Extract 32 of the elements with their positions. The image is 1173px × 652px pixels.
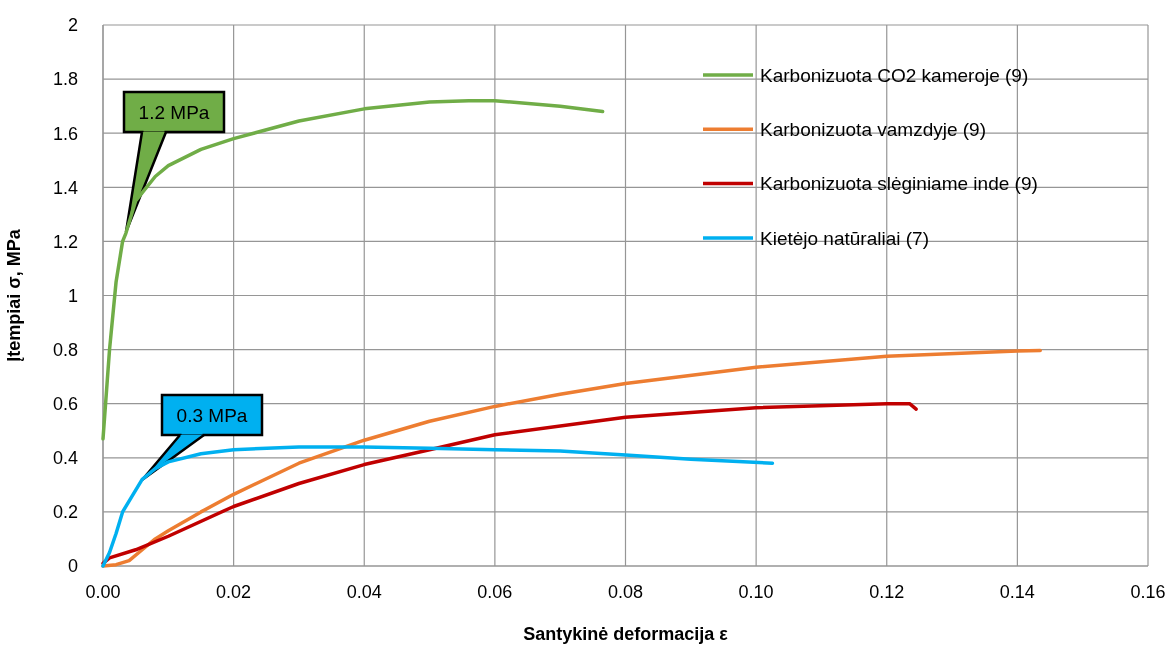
legend-label: Karbonizuota CO2 kameroje (9) <box>760 64 1029 86</box>
y-axis-title: Įtempiai σ, MPa <box>4 228 24 362</box>
y-tick-label: 0 <box>67 556 78 577</box>
y-tick-label: 1.6 <box>52 123 78 144</box>
y-tick-label: 0.4 <box>52 448 78 469</box>
line-series <box>101 445 775 568</box>
y-tick-label: 0.8 <box>52 339 78 360</box>
legend-label: Karbonizuota vamzdyje (9) <box>760 118 986 140</box>
legend-label: Karbonizuota slėginiame inde (9) <box>760 173 1038 195</box>
annotation: 1.2 MPa <box>138 101 210 123</box>
y-tick-label: 0.2 <box>52 502 78 523</box>
x-tick-label: 0.04 <box>346 582 382 602</box>
y-tick-label: 2 <box>67 15 78 36</box>
x-tick-label: 0.08 <box>607 582 644 602</box>
x-tick-label: 0.14 <box>999 582 1035 602</box>
y-tick-label: 0.6 <box>52 394 78 414</box>
y-tick-label: 1.8 <box>52 69 78 90</box>
annotation: 0.3 MPa <box>176 404 248 426</box>
line-series <box>101 401 918 566</box>
x-tick-label: 0.02 <box>216 582 252 602</box>
legend-label: Kietėjo natūraliai (7) <box>760 227 929 249</box>
y-tick-label: 1.2 <box>52 231 78 252</box>
x-tick-label: 0.00 <box>85 582 121 602</box>
x-axis-title: Santykinė deformacija ε <box>523 624 729 644</box>
line-series <box>101 98 605 441</box>
line-series <box>101 348 1042 568</box>
x-tick-label: 0.16 <box>1130 582 1166 602</box>
x-tick-label: 0.10 <box>738 582 774 602</box>
y-tick-label: 1.4 <box>52 177 78 198</box>
y-tick-label: 1 <box>67 285 78 306</box>
x-tick-label: 0.12 <box>869 582 905 602</box>
x-tick-label: 0.06 <box>477 582 513 602</box>
